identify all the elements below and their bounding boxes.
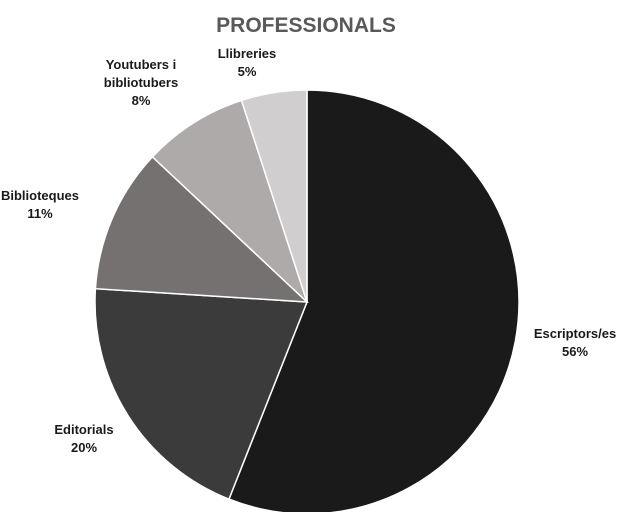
pie-slice-escriptors-es (227, 89, 520, 512)
data-label-biblioteques: Biblioteques 11% (1, 188, 79, 221)
pie-labels: Escriptors/es 56% Editorials 20% Biblioteque… (1, 46, 616, 455)
pie-slice-biblioteques (94, 155, 310, 303)
pie-slice-youtubers-i-bibliotubers (151, 99, 308, 303)
chart-title: PROFESSIONALS (216, 14, 396, 37)
pie-slice-editorials (94, 287, 309, 501)
data-label-youtubers-i-bibliotubers: Youtubers i bibliotubers 8% (104, 57, 178, 108)
pie-slices (94, 89, 520, 512)
data-label-escriptors-es: Escriptors/es 56% (534, 326, 616, 359)
pie-slice-llibreries (240, 89, 308, 303)
data-label-editorials: Editorials 20% (54, 422, 113, 455)
data-label-llibreries: Llibreries 5% (218, 46, 277, 79)
